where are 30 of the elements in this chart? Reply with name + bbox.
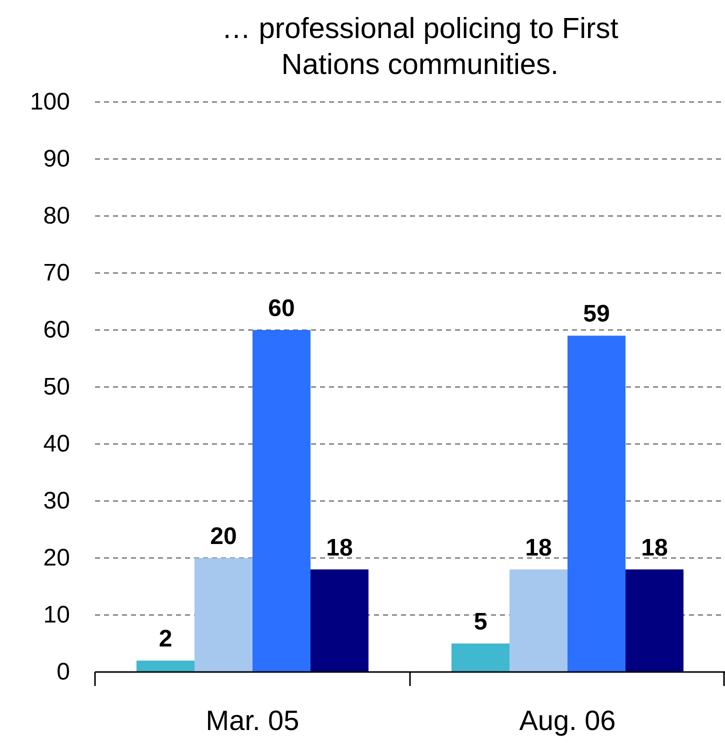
y-tick-label: 40 xyxy=(43,430,70,458)
y-tick-label: 70 xyxy=(43,260,70,286)
bar xyxy=(252,330,310,672)
bar xyxy=(568,336,626,672)
data-label: 5 xyxy=(474,608,488,636)
bar xyxy=(452,644,510,672)
data-label: 18 xyxy=(525,534,552,562)
y-tick-label: 0 xyxy=(56,658,70,686)
bar xyxy=(510,569,568,672)
x-tick-label: Mar. 05 xyxy=(206,705,300,736)
y-tick-label: 100 xyxy=(30,88,70,116)
chart-title: … professional policing to First Nations communities. xyxy=(222,13,618,81)
y-tick-label: 50 xyxy=(43,374,70,400)
bar xyxy=(310,569,368,672)
data-label: 18 xyxy=(326,534,353,562)
bar xyxy=(136,660,194,672)
y-tick-label: 60 xyxy=(43,316,70,344)
bar xyxy=(194,558,252,672)
x-tick-label: Aug. 06 xyxy=(519,705,616,736)
bar xyxy=(626,569,684,672)
data-label: 59 xyxy=(583,300,610,328)
data-label: 20 xyxy=(210,523,237,550)
y-tick-label: 90 xyxy=(43,146,70,172)
y-tick-label: 30 xyxy=(43,488,70,514)
y-tick-label: 20 xyxy=(43,544,70,572)
data-label: 60 xyxy=(268,295,295,322)
y-tick-label: 80 xyxy=(43,202,70,230)
data-label: 18 xyxy=(641,534,668,562)
data-label: 2 xyxy=(158,626,172,653)
y-tick-label: 10 xyxy=(43,602,70,628)
